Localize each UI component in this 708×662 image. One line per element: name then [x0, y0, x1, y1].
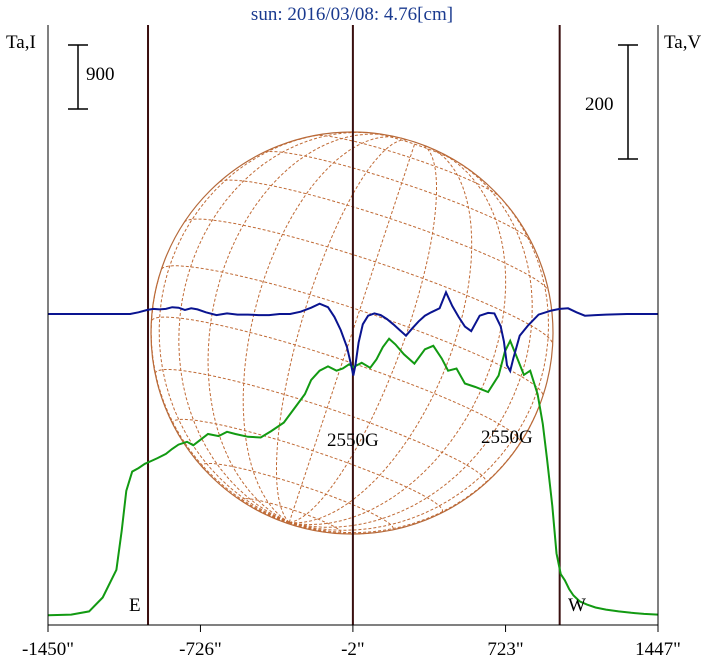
series-line-ta-i — [47, 337, 659, 617]
scale-bar-right — [618, 44, 638, 160]
disk-longitude-line — [289, 402, 541, 534]
disk-longitude-line — [288, 521, 293, 526]
disk-longitude-line — [289, 521, 309, 530]
series-line-ta-v — [48, 289, 658, 376]
east-limb-label: E — [129, 595, 141, 616]
disk-longitude-line — [242, 136, 402, 523]
disk-latitude-line — [154, 369, 487, 484]
disk-latitude-line — [314, 134, 501, 198]
disk-latitude-line — [183, 218, 554, 345]
disk-longitude-line — [289, 521, 369, 535]
scale-bar-right-label: 200 — [585, 94, 614, 115]
disk-longitude-line — [276, 139, 409, 523]
annotation-label: 2550G — [327, 430, 379, 451]
disk-latitude-line — [172, 418, 444, 514]
x-tick-label: -1450" — [22, 639, 74, 660]
disk-longitude-line — [289, 191, 550, 531]
disk-longitude-line — [218, 483, 290, 523]
scale-bar-left — [68, 44, 88, 110]
disk-latitude-line — [161, 265, 544, 396]
x-tick-label: 723" — [487, 639, 523, 660]
x-tick-label: 1447" — [635, 639, 681, 660]
disk-longitude-line — [150, 276, 290, 523]
disk-latitude-line — [201, 463, 394, 531]
disk-longitude-line — [288, 142, 416, 523]
vertical-markers — [147, 25, 561, 625]
west-limb-label: W — [568, 595, 586, 616]
left-axis-label: Ta,I — [6, 32, 36, 53]
disk-latitude-line — [264, 150, 531, 241]
disk-longitude-line — [289, 162, 533, 528]
scale-bar-left-label: 900 — [86, 64, 115, 85]
right-axis-label: Ta,V — [664, 32, 701, 53]
x-axis-ticks: -1450" -726" -2" 723" 1447" — [22, 625, 681, 660]
disk-longitude-line — [207, 133, 387, 523]
disk-longitude-line — [289, 144, 437, 523]
x-tick-label: -726" — [179, 639, 222, 660]
solar-disk-grid — [150, 131, 554, 535]
chart-title: sun: 2016/03/08: 4.76[cm] — [251, 4, 453, 25]
disk-longitude-line — [178, 131, 368, 523]
annotation-label: 2550G — [481, 427, 533, 448]
x-tick-label: -2" — [341, 639, 365, 660]
disk-longitude-line — [289, 146, 473, 524]
disk-longitude-line — [158, 133, 322, 523]
